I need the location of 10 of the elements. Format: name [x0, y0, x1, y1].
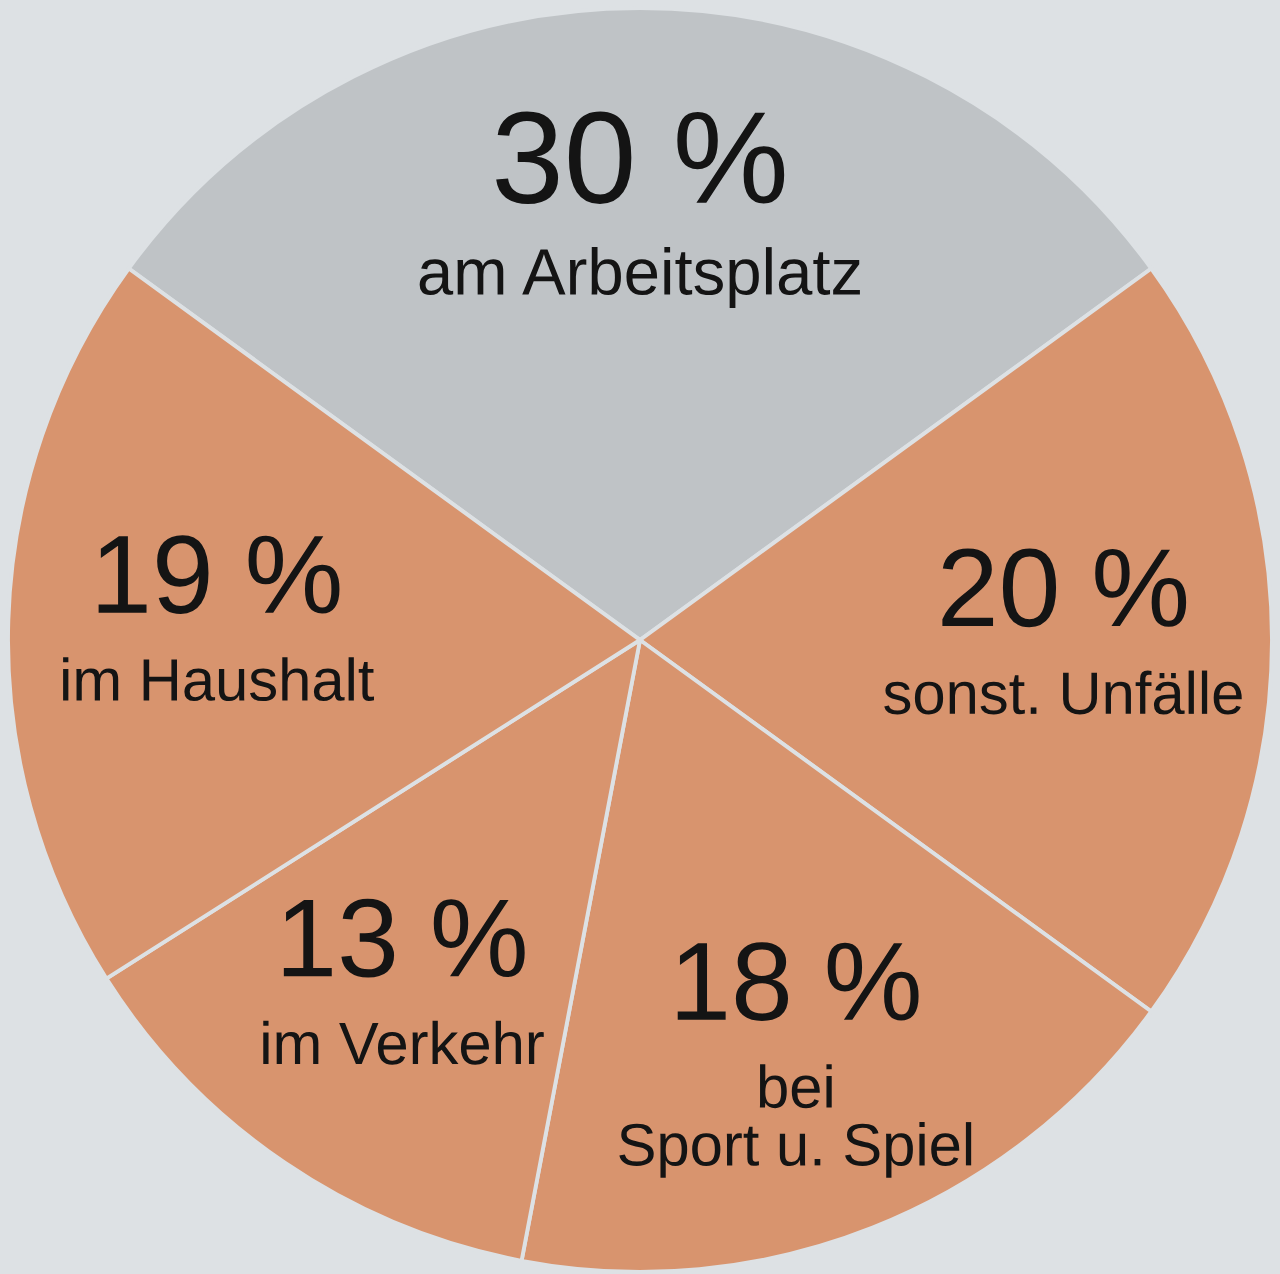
data-label: 20 % — [942, 548, 1187, 628]
slice-label: sonst. Unfälle — [884, 670, 1242, 715]
data-label: 18 % — [677, 942, 919, 1021]
slice-label: im Haushalt — [63, 657, 374, 702]
data-label: 13 % — [283, 898, 525, 978]
data-label: 19 % — [98, 535, 340, 614]
slice-label: am Arbeitsplatz — [419, 247, 860, 308]
slice-label: bei Sport u. Spiel — [619, 1064, 972, 1178]
data-label: 30 % — [496, 111, 785, 204]
slice-label: im Verkehr — [263, 1020, 544, 1065]
